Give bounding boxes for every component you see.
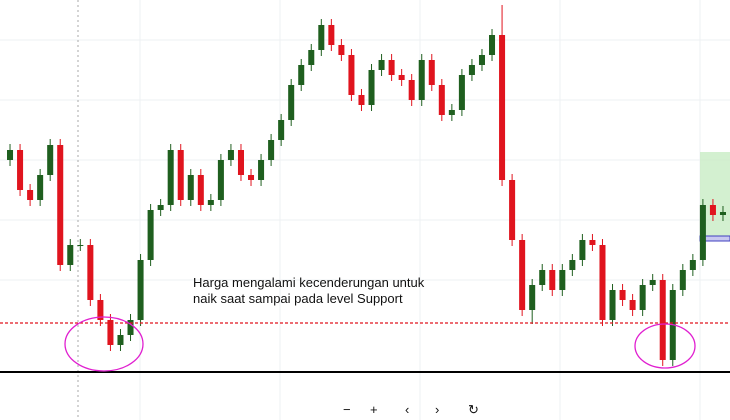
candle-body: [468, 65, 475, 75]
candle-body: [689, 260, 696, 270]
candle-body: [418, 60, 425, 100]
candle-body: [458, 75, 465, 110]
candle-body: [428, 60, 435, 85]
annotation: Harga mengalami kecenderungan untuk: [193, 275, 425, 290]
candle-body: [127, 320, 134, 335]
candle-body: [629, 300, 636, 310]
zoom-in[interactable]: +: [370, 402, 378, 417]
candle-body: [27, 190, 34, 200]
scroll-right[interactable]: ›: [435, 402, 439, 417]
candle-body: [719, 212, 726, 215]
candle-body: [318, 25, 325, 50]
candle-body: [298, 65, 305, 85]
candle-body: [519, 240, 526, 310]
candle-body: [709, 205, 716, 215]
candle-body: [509, 180, 516, 240]
candle-body: [157, 205, 164, 210]
annotation: naik saat sampai pada level Support: [193, 291, 403, 306]
candle-body: [187, 175, 194, 200]
candle-body: [378, 60, 385, 70]
candle-body: [248, 175, 255, 180]
scroll-left[interactable]: ‹: [405, 402, 409, 417]
candle-body: [348, 55, 355, 95]
highlight-ellipse: [64, 316, 144, 372]
candle-body: [77, 245, 84, 246]
candle-body: [448, 110, 455, 115]
candle-body: [117, 335, 124, 345]
candle-body: [258, 160, 265, 180]
candle-body: [639, 285, 646, 310]
candle-body: [217, 160, 224, 200]
candle-body: [87, 245, 94, 300]
candle-body: [278, 120, 285, 140]
candle-body: [358, 95, 365, 105]
candle-body: [659, 280, 666, 360]
candle-body: [499, 35, 506, 180]
candle-body: [549, 270, 556, 290]
candle-body: [57, 145, 64, 265]
candle-body: [559, 270, 566, 290]
candle-body: [177, 150, 184, 200]
toolbar: − + ‹ › ↻: [343, 402, 479, 417]
candle-body: [529, 285, 536, 310]
candle-body: [268, 140, 275, 160]
candle-body: [408, 80, 415, 100]
candle-body: [478, 55, 485, 65]
candle-body: [679, 270, 686, 290]
candle-body: [227, 150, 234, 160]
candle-body: [17, 150, 24, 190]
candle-body: [609, 290, 616, 320]
candle-body: [438, 85, 445, 115]
candle-body: [649, 280, 656, 285]
candle-body: [237, 150, 244, 175]
candle-body: [37, 175, 44, 200]
candle-body: [107, 320, 114, 345]
candle-body: [147, 210, 154, 260]
candle-body: [97, 300, 104, 320]
candle-body: [619, 290, 626, 300]
candle-body: [167, 150, 174, 205]
candle-body: [308, 50, 315, 65]
candle-body: [489, 35, 496, 55]
candle-body: [47, 145, 54, 175]
candle-body: [599, 245, 606, 320]
candle-body: [288, 85, 295, 120]
candle-body: [579, 240, 586, 260]
candle-body: [338, 45, 345, 55]
candle-body: [388, 60, 395, 75]
candle-body: [589, 240, 596, 245]
candle-body: [137, 260, 144, 320]
candle-body: [67, 245, 74, 265]
candle-body: [539, 270, 546, 285]
candle-body: [328, 25, 335, 45]
candle-body: [569, 260, 576, 270]
candle-body: [398, 75, 405, 80]
candle-body: [699, 205, 706, 260]
candle-body: [207, 200, 214, 205]
reset[interactable]: ↻: [468, 402, 479, 417]
candle-body: [368, 70, 375, 105]
highlight-ellipse: [634, 323, 696, 369]
candle-body: [197, 175, 204, 205]
zoom-out[interactable]: −: [343, 402, 351, 417]
candle-body: [7, 150, 14, 160]
